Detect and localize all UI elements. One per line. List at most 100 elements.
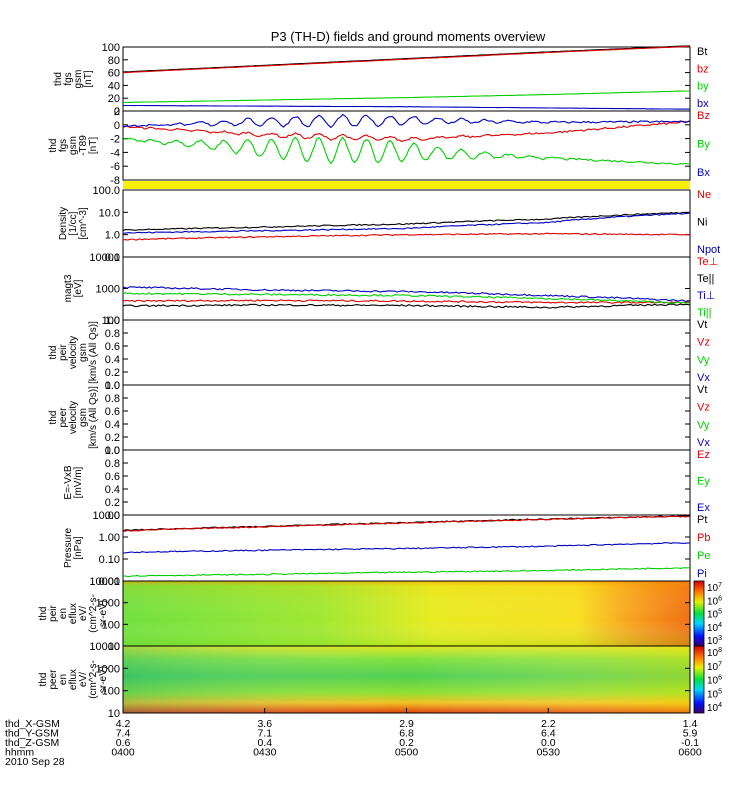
panel-pressure: 10.00 1.00 0.10 0.01 Pressure [nPa] Pt Pb Pe Pi <box>63 510 710 588</box>
y-tick-label: 0.1 <box>105 252 120 264</box>
y-axis-label: [km/s (All Qs)] <box>88 321 99 384</box>
y-tick-label: 0 <box>114 120 120 132</box>
y-tick-label: -6 <box>110 161 120 173</box>
y-axis-label: thd <box>48 139 59 153</box>
y-axis-label: fgs <box>58 139 69 152</box>
y-tick-label: 10000 <box>89 252 120 264</box>
y-tick-label: 10.00 <box>92 510 120 522</box>
y-tick-label: 0.6 <box>105 471 120 483</box>
colorbar-tick-label: 107 <box>707 582 722 594</box>
y-tick-label: 0.6 <box>105 406 120 418</box>
x-tick-label: 0.2 <box>399 737 414 749</box>
y-tick-label: 1000 <box>96 284 120 296</box>
y-axis-label: [nT] <box>88 137 99 154</box>
y-axis-label: sr-eV) <box>98 600 109 627</box>
y-tick-label: 10.0 <box>99 207 120 219</box>
y-axis-label: Density <box>58 207 69 240</box>
y-axis-label: [nPa] <box>73 536 84 560</box>
y-tick-label: 0.2 <box>105 432 120 444</box>
y-axis-label: peir <box>48 604 59 621</box>
x-tick-label: 0530 <box>537 747 561 759</box>
series-temp-Te|| <box>122 303 691 309</box>
y-axis-label: -T89 <box>78 135 89 156</box>
series-temp-Ti|| <box>122 292 690 304</box>
legend-entry: Npot <box>697 244 720 256</box>
y-tick-label: 20 <box>108 93 120 105</box>
colorbar-tick-label: 105 <box>707 688 722 700</box>
legend-entry: Pe <box>697 550 710 562</box>
x-tick-label: 2.2 <box>541 718 556 730</box>
x-tick-label: 7.4 <box>116 728 131 740</box>
y-tick-label: 100 <box>102 315 120 327</box>
panel-frame <box>122 319 691 386</box>
x-axis-row-label: thd_X-GSM <box>5 718 60 730</box>
y-axis-label: sr-eV) <box>98 666 109 693</box>
y-tick-label: 1000 <box>96 598 120 610</box>
y-axis-label: [km/s (All Qs)] <box>88 386 99 449</box>
y-axis-label: thd <box>38 607 49 621</box>
y-tick-label: 10 <box>108 708 120 720</box>
series-fgs-bx <box>123 104 690 110</box>
x-tick-label: 0500 <box>395 747 419 759</box>
legend-entry: Vy <box>697 419 710 431</box>
y-axis-label: [1/cc] <box>68 211 79 235</box>
x-axis-date: 2010 Sep 28 <box>5 756 65 768</box>
x-tick-label: 2.9 <box>399 718 414 730</box>
y-tick-label: 0.8 <box>105 328 120 340</box>
y-axis-label: thd <box>48 411 59 425</box>
series-t89-By <box>122 136 691 165</box>
legend-entry: by <box>697 81 709 93</box>
legend-entry: Ti⊥ <box>697 290 715 302</box>
panel-elec_spec: 10000 1000 100 10 thd peer en eflux eV/(cm^2-s-s… <box>38 641 722 720</box>
y-tick-label: -8 <box>110 175 120 187</box>
y-tick-label: 0.4 <box>105 419 120 431</box>
y-tick-label: 100 <box>102 42 120 54</box>
y-axis-label: [nT] <box>83 70 94 87</box>
legend-entry: Bt <box>697 46 707 58</box>
y-tick-label: 10000 <box>89 576 120 588</box>
y-tick-label: 0.2 <box>105 497 120 509</box>
y-axis-label: magt3 <box>63 274 74 302</box>
y-tick-label: 1.0 <box>105 445 120 457</box>
y-tick-label: 0.6 <box>105 341 120 353</box>
y-axis-label: eV/ <box>78 672 89 687</box>
x-tick-label: 7.1 <box>257 728 272 740</box>
x-axis-row-label: thd_Y-GSM <box>5 728 59 740</box>
panel-frame <box>122 449 691 516</box>
legend-entry: Ez <box>697 449 710 461</box>
figure-title: P3 (TH-D) fields and ground moments over… <box>271 29 546 44</box>
colorbar-tick-label: 105 <box>707 609 722 621</box>
x-tick-label: 0.6 <box>116 737 131 749</box>
panel-density: 100.0 10.0 1.0 0.1 Density [1/cc] [cm^-3] Ne Ni N… <box>58 185 720 264</box>
colorbar-tick-label: 106 <box>707 595 722 607</box>
y-axis-label: Pressure <box>63 528 74 568</box>
spectrogram-ion-shade <box>123 581 690 646</box>
spectrogram-electron-shade <box>123 646 690 713</box>
panel-frame <box>122 384 691 451</box>
y-tick-label: -2 <box>110 134 120 146</box>
legend-entry: Vt <box>697 319 707 331</box>
legend-entry: Ex <box>697 502 710 514</box>
y-tick-label: 1000 <box>96 663 120 675</box>
y-axis-label: (cm^2-s- <box>88 594 99 633</box>
series-pressure-Pb <box>123 515 691 532</box>
y-tick-label: 100.0 <box>92 185 120 197</box>
y-tick-label: 80 <box>108 55 120 67</box>
x-tick-label: 1.4 <box>683 718 698 730</box>
legend-entry: By <box>697 139 710 151</box>
y-axis-label: en <box>58 674 69 685</box>
x-axis-row-label: hhmm <box>5 747 34 759</box>
y-tick-label: 0.4 <box>105 484 120 496</box>
x-tick-label: -0.1 <box>681 737 699 749</box>
x-tick-label: 0.0 <box>541 737 556 749</box>
y-axis-label: thd <box>48 346 59 360</box>
y-tick-label: 1.0 <box>105 380 120 392</box>
colorbar <box>693 645 705 714</box>
y-axis-label: eflux <box>68 603 79 624</box>
x-tick-label: 5.9 <box>683 728 698 740</box>
y-tick-label: 2 <box>114 106 120 118</box>
y-axis-label: gsm <box>78 343 89 362</box>
